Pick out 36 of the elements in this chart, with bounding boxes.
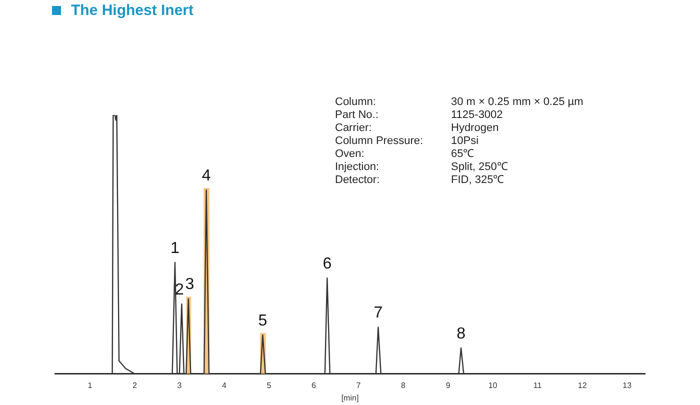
annotation: Injection: (335, 161, 380, 174)
x-tick-label: 11 (533, 380, 542, 390)
annotation: 5 (258, 312, 268, 330)
text: 30 m × 0.25 mm × 0.25 µm (451, 96, 584, 109)
annotation: Detector: (335, 174, 381, 187)
annotation: 8 (456, 325, 466, 342)
x-tick-label: 9 (446, 380, 451, 390)
x-tick-label: 3 (177, 380, 182, 390)
x-tick-label: 4 (222, 380, 227, 390)
annotation: FID, 325℃ (451, 174, 506, 187)
x-tick-label: 6 (312, 380, 317, 390)
x-axis-title: [min] (341, 393, 359, 402)
x-tick-label: 10 (488, 380, 498, 390)
annotation: Split, 250℃ (451, 161, 509, 174)
annotation: Part No.: (335, 109, 380, 122)
x-tick-label: 5 (266, 380, 272, 390)
annotation: Hydrogen (451, 122, 500, 135)
annotation: 3 (185, 276, 194, 294)
x-tick-label: 1 (88, 380, 93, 390)
chart-title: The Highest Inert (71, 2, 194, 19)
annotation: 10Psi (451, 135, 480, 148)
annotation: 6 (322, 255, 332, 272)
x-tick-label: 8 (401, 380, 406, 390)
x-tick-label: 7 (356, 380, 362, 390)
annotation: Column Pressure: (335, 135, 424, 148)
annotation: 7 (374, 304, 383, 322)
annotation: Carrier: (335, 122, 373, 135)
annotation: 4 (202, 167, 211, 184)
annotation: 1125-3002 (451, 109, 504, 122)
annotation: Oven: (335, 148, 366, 161)
x-tick-label: 13 (622, 380, 632, 390)
x-tick-label: 12 (578, 380, 588, 390)
annotation: 65℃ (451, 148, 476, 161)
annotation: 1 (170, 240, 180, 257)
x-tick-label: 2 (132, 380, 138, 390)
text: Column: (335, 96, 377, 109)
